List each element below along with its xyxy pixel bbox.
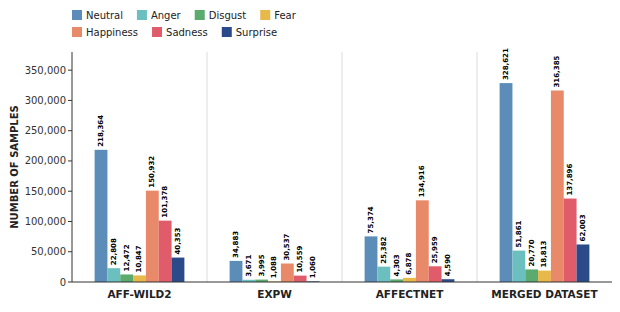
y-tick-label: 100,000 — [25, 216, 66, 227]
y-axis-line — [72, 52, 73, 282]
y-tick — [68, 130, 72, 131]
group-separator — [342, 52, 343, 282]
x-tick-label: EXPW — [257, 288, 292, 300]
data-label: 6,878 — [406, 253, 414, 275]
bar — [403, 278, 416, 282]
group-separator — [477, 52, 478, 282]
bar — [564, 199, 577, 282]
legend: Neutral Anger Disgust Fear Happiness Sadness S… — [72, 10, 297, 38]
bar — [525, 269, 538, 282]
data-label: 22,808 — [110, 238, 118, 265]
bar — [365, 236, 378, 282]
bar — [230, 261, 243, 282]
y-tick — [68, 160, 72, 161]
legend-label: Happiness — [86, 27, 138, 38]
y-tick-label: 300,000 — [25, 95, 66, 106]
data-label: 10,847 — [136, 245, 144, 272]
bar — [120, 274, 133, 282]
bar — [416, 200, 429, 282]
data-label: 328,621 — [502, 48, 510, 80]
data-label: 51,861 — [515, 220, 523, 247]
bar — [159, 221, 172, 282]
data-label: 20,770 — [528, 239, 536, 266]
data-label: 150,932 — [148, 156, 156, 188]
bar — [577, 244, 590, 282]
legend-label: Fear — [274, 10, 296, 21]
bar — [512, 251, 525, 282]
legend-swatch — [137, 10, 147, 20]
data-label: 4,590 — [444, 254, 452, 276]
legend-label: Surprise — [236, 27, 277, 38]
y-tick-label: 200,000 — [25, 155, 66, 166]
chart: 218,364 34,883 75,374 328,621 22,808 3,671 25,… — [0, 0, 620, 312]
bar — [377, 267, 390, 282]
bar — [107, 268, 120, 282]
data-label: 75,374 — [367, 206, 375, 233]
x-axis-line — [72, 282, 612, 283]
legend-swatch — [222, 27, 232, 37]
legend-swatch — [152, 27, 162, 37]
bar — [133, 275, 146, 282]
bar — [500, 83, 513, 282]
y-tick — [68, 100, 72, 101]
data-label: 62,003 — [579, 214, 587, 241]
data-label: 25,382 — [380, 236, 388, 263]
data-label: 3,995 — [258, 254, 266, 276]
bars — [95, 83, 590, 282]
data-label: 1,060 — [309, 256, 317, 278]
y-tick — [68, 70, 72, 71]
y-tick — [68, 221, 72, 222]
data-label: 137,896 — [566, 164, 574, 196]
y-tick-label: 250,000 — [25, 125, 66, 136]
y-tick — [68, 282, 72, 283]
data-label: 10,559 — [296, 245, 304, 272]
bar — [294, 276, 307, 282]
legend-label: Neutral — [86, 10, 123, 21]
data-label: 316,385 — [553, 55, 561, 87]
data-label: 101,378 — [161, 186, 169, 218]
y-axis-label: NUMBER OF SAMPLES — [9, 105, 20, 229]
y-tick-label: 50,000 — [31, 246, 66, 257]
bar — [172, 258, 185, 282]
legend-swatch — [72, 27, 82, 37]
bar — [281, 264, 294, 282]
data-label: 18,813 — [541, 240, 549, 267]
data-label: 134,916 — [418, 165, 426, 197]
data-label: 1,088 — [271, 256, 279, 278]
group-separator — [207, 52, 208, 282]
bar — [551, 91, 564, 282]
x-tick-label: AFFECTNET — [376, 288, 444, 300]
data-label: 4,303 — [393, 254, 401, 276]
legend-label: Sadness — [166, 27, 208, 38]
legend-swatch — [195, 10, 205, 20]
y-tick — [68, 251, 72, 252]
data-label: 34,883 — [232, 231, 240, 258]
y-tick-label: 350,000 — [25, 65, 66, 76]
x-tick-label: MERGED DATASET — [491, 288, 598, 300]
y-tick — [68, 191, 72, 192]
data-label: 40,353 — [174, 227, 182, 254]
legend-label: Disgust — [209, 10, 247, 21]
y-tick-label: 0 — [60, 277, 66, 288]
data-label: 12,472 — [123, 244, 131, 271]
legend-swatch — [260, 10, 270, 20]
bar — [95, 150, 108, 282]
data-labels: 218,364 34,883 75,374 328,621 22,808 3,671 25,… — [97, 48, 587, 278]
data-label: 218,364 — [97, 115, 105, 147]
legend-swatch — [72, 10, 82, 20]
bar — [538, 271, 551, 282]
data-label: 3,671 — [245, 255, 253, 277]
bar — [429, 266, 442, 282]
x-tick-label: AFF-WILD2 — [107, 288, 171, 300]
data-label: 30,537 — [283, 233, 291, 260]
bar — [146, 191, 159, 282]
y-tick-label: 150,000 — [25, 186, 66, 197]
data-label: 25,959 — [431, 236, 439, 263]
legend-label: Anger — [151, 10, 182, 21]
